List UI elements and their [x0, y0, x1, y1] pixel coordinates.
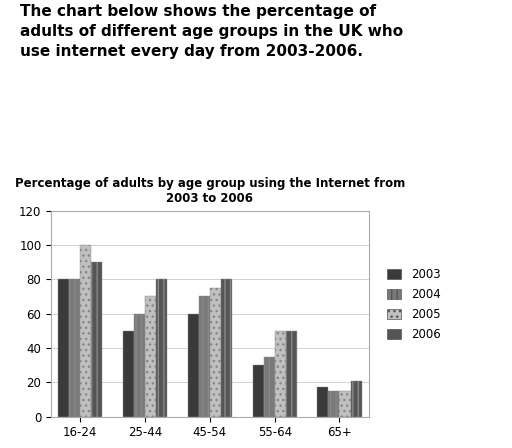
Bar [264, 357, 275, 417]
Bar [275, 331, 286, 417]
Bar [123, 331, 134, 417]
Title: Percentage of adults by age group using the Internet from
2003 to 2006: Percentage of adults by age group using … [15, 177, 405, 205]
Bar [188, 314, 199, 417]
Bar [221, 279, 232, 417]
Bar [80, 245, 91, 417]
Bar [317, 388, 329, 417]
Bar [134, 314, 145, 417]
Legend: 2003, 2004, 2005, 2006: 2003, 2004, 2005, 2006 [387, 268, 441, 341]
Bar [351, 381, 361, 417]
Bar [58, 279, 69, 417]
Bar [145, 297, 156, 417]
Bar [69, 279, 80, 417]
Bar [253, 365, 264, 417]
Bar [286, 331, 297, 417]
Bar [210, 288, 221, 417]
Bar [156, 279, 167, 417]
Bar [339, 391, 351, 417]
Bar [329, 391, 339, 417]
Text: The chart below shows the percentage of
adults of different age groups in the UK: The chart below shows the percentage of … [20, 4, 403, 59]
Bar [199, 297, 210, 417]
Bar [91, 262, 102, 417]
